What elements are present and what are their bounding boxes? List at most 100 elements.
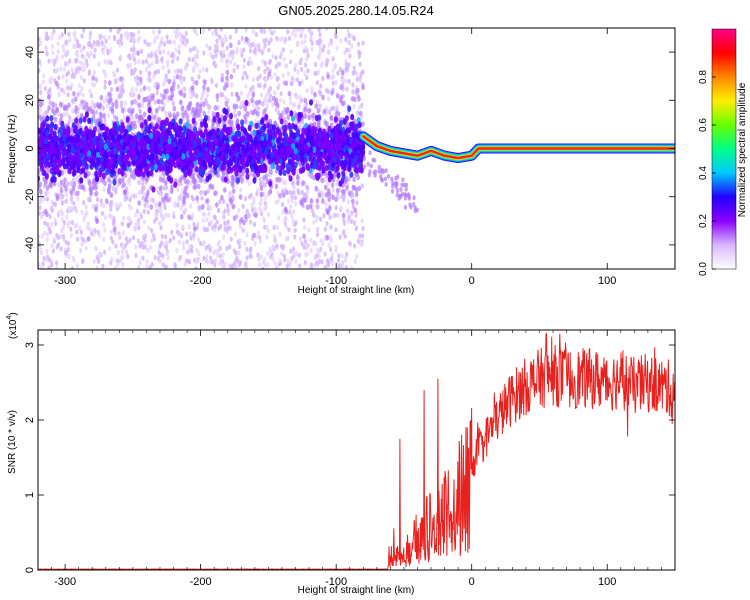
noise-cell — [264, 194, 268, 201]
noise-cell — [108, 245, 112, 251]
noise-cell — [119, 258, 123, 264]
noise-cell — [44, 46, 48, 52]
noise-cell — [51, 101, 55, 107]
noise-cell — [166, 240, 170, 246]
noise-cell — [300, 119, 305, 125]
noise-cell — [300, 40, 304, 46]
noise-cell — [166, 50, 170, 56]
noise-cell — [51, 50, 55, 56]
noise-cell — [220, 53, 224, 59]
noise-cell — [309, 247, 313, 254]
noise-cell — [138, 35, 142, 41]
noise-cell — [298, 60, 302, 66]
noise-cell — [198, 107, 203, 114]
noise-cell — [192, 46, 196, 52]
noise-cell — [337, 263, 341, 269]
noise-cell — [84, 163, 89, 170]
noise-cell — [110, 256, 114, 262]
noise-cell — [114, 99, 119, 105]
noise-cell — [176, 186, 180, 193]
noise-cell — [146, 247, 150, 253]
noise-cell — [355, 76, 359, 82]
noise-cell — [243, 114, 247, 120]
noise-cell — [72, 43, 76, 49]
noise-cell — [286, 198, 290, 204]
noise-cell — [319, 216, 323, 222]
noise-cell — [48, 265, 52, 269]
noise-cell — [149, 204, 154, 210]
noise-cell — [50, 35, 54, 41]
noise-cell — [50, 243, 54, 249]
noise-cell — [264, 173, 269, 180]
noise-cell — [161, 106, 165, 112]
noise-cell — [336, 93, 340, 99]
noise-cell — [82, 116, 87, 123]
noise-cell — [344, 255, 348, 261]
noise-cell — [195, 195, 199, 201]
noise-cell — [68, 58, 72, 64]
noise-cell — [271, 102, 275, 108]
noise-cell — [358, 110, 363, 117]
noise-cell — [72, 181, 77, 188]
noise-cell — [268, 248, 273, 254]
noise-cell — [239, 48, 243, 54]
spectrogram-heatmap — [38, 28, 675, 269]
noise-cell — [309, 35, 313, 41]
noise-cell — [309, 197, 314, 204]
noise-cell — [332, 105, 336, 111]
noise-cell — [256, 105, 260, 111]
noise-cell — [232, 215, 237, 221]
noise-cell — [293, 234, 297, 240]
noise-cell — [70, 67, 74, 73]
noise-cell — [111, 185, 115, 191]
noise-cell — [326, 73, 330, 80]
noise-cell — [317, 253, 321, 259]
noise-cell — [240, 35, 244, 42]
noise-cell — [61, 225, 65, 231]
noise-cell — [302, 244, 307, 250]
noise-cell — [229, 112, 233, 120]
noise-cell — [316, 119, 321, 126]
noise-cell — [172, 75, 177, 81]
noise-cell — [189, 203, 193, 209]
noise-cell — [112, 70, 116, 76]
noise-cell — [42, 255, 46, 262]
noise-cell — [146, 41, 150, 47]
noise-cell — [161, 262, 165, 268]
noise-cell — [114, 103, 119, 109]
noise-cell — [62, 182, 67, 188]
noise-cell — [217, 117, 222, 124]
noise-cell — [158, 42, 162, 48]
noise-cell — [130, 31, 134, 37]
noise-cell — [153, 99, 157, 105]
noise-cell — [210, 259, 214, 265]
noise-cell — [334, 244, 338, 250]
noise-cell — [354, 187, 359, 193]
noise-cell — [102, 186, 106, 193]
noise-cell — [285, 236, 289, 242]
noise-cell — [252, 199, 256, 205]
noise-cell — [215, 219, 219, 225]
noise-cell — [289, 248, 293, 254]
noise-cell — [284, 63, 288, 69]
noise-cell — [313, 92, 317, 98]
noise-cell — [95, 254, 99, 261]
noise-cell — [350, 33, 354, 39]
noise-cell — [172, 39, 176, 45]
noise-cell — [84, 204, 88, 210]
noise-cell — [41, 261, 45, 267]
noise-cell — [337, 253, 341, 259]
noise-cell — [297, 252, 301, 258]
noise-cell — [317, 28, 321, 33]
noise-cell — [114, 202, 118, 208]
noise-cell — [198, 103, 203, 110]
noise-cell — [344, 62, 348, 68]
noise-cell — [38, 83, 42, 89]
noise-cell — [173, 29, 177, 35]
noise-cell — [263, 83, 267, 89]
noise-cell — [254, 32, 259, 38]
noise-cell — [202, 50, 206, 56]
noise-cell — [184, 30, 188, 36]
noise-cell — [164, 264, 168, 269]
noise-cell — [123, 100, 127, 106]
